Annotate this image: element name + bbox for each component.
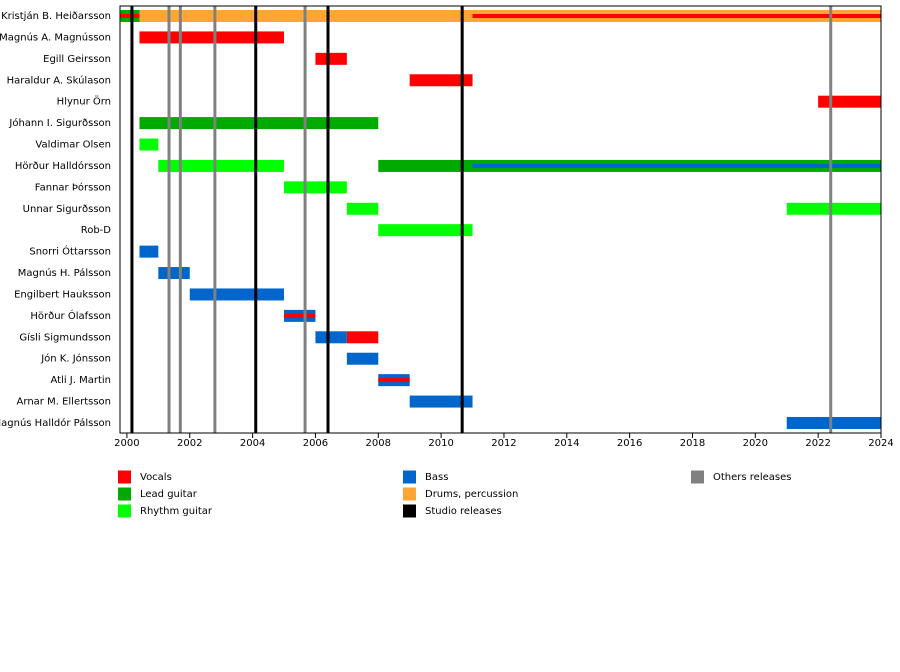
legend-label: Rhythm guitar bbox=[140, 506, 213, 517]
member-bar bbox=[346, 202, 379, 215]
member-label: Rob-D bbox=[81, 225, 112, 236]
member-stripe bbox=[472, 14, 881, 18]
member-bar bbox=[315, 331, 347, 344]
member-label: Hörður Ólafsson bbox=[30, 309, 111, 322]
member-bar bbox=[139, 245, 159, 258]
x-tick-label: 2000 bbox=[114, 438, 139, 449]
member-label: Jón K. Jónsson bbox=[40, 353, 111, 365]
x-tick-label: 2020 bbox=[743, 438, 768, 449]
member-stripe bbox=[472, 163, 881, 168]
member-label: Snorri Óttarsson bbox=[29, 245, 111, 258]
member-label: Magnús Halldór Pálsson bbox=[0, 417, 111, 429]
member-bar bbox=[139, 31, 285, 44]
member-bar bbox=[378, 224, 473, 237]
member-bar bbox=[158, 267, 190, 280]
legend-swatch bbox=[691, 470, 704, 484]
member-label: Magnús H. Pálsson bbox=[18, 267, 111, 279]
member-label: Fannar Þórsson bbox=[35, 181, 111, 193]
legend-swatch bbox=[403, 487, 416, 501]
x-tick-label: 2024 bbox=[868, 438, 893, 449]
x-tick-label: 2022 bbox=[805, 438, 830, 449]
x-tick-label: 2008 bbox=[366, 438, 391, 449]
member-label: Kristján B. Heiðarsson bbox=[1, 10, 111, 22]
member-bar bbox=[409, 74, 473, 87]
plot-frame bbox=[119, 5, 882, 434]
member-bar bbox=[786, 416, 881, 429]
x-tick-label: 2002 bbox=[177, 438, 202, 449]
member-label: Valdimar Olsen bbox=[35, 140, 111, 151]
legend-label: Others releases bbox=[713, 472, 791, 483]
member-label: Atli J. Martin bbox=[50, 375, 111, 386]
legend-swatch bbox=[118, 504, 131, 518]
member-bar bbox=[139, 117, 379, 130]
member-stripe bbox=[378, 378, 410, 383]
legend-label: Vocals bbox=[140, 472, 172, 483]
x-tick-label: 2006 bbox=[303, 438, 328, 449]
legend-swatch bbox=[403, 470, 416, 484]
member-label: Haraldur A. Skúlason bbox=[7, 74, 111, 86]
legend-label: Lead guitar bbox=[140, 489, 198, 500]
member-label: Engilbert Hauksson bbox=[14, 289, 111, 300]
legend-label: Studio releases bbox=[425, 506, 502, 517]
member-bar bbox=[346, 331, 379, 344]
member-label: Egill Geirsson bbox=[43, 54, 111, 65]
member-bar bbox=[818, 95, 881, 108]
member-bar bbox=[409, 395, 473, 408]
member-label: Jóhann I. Sigurðsson bbox=[8, 117, 111, 129]
x-tick-label: 2018 bbox=[680, 438, 705, 449]
member-bar bbox=[139, 138, 159, 151]
legend-label: Bass bbox=[425, 472, 448, 483]
member-label: Arnar M. Ellertsson bbox=[17, 397, 111, 408]
member-bar bbox=[284, 181, 347, 194]
member-label: Unnar Sigurðsson bbox=[23, 204, 111, 215]
legend-swatch bbox=[118, 470, 131, 484]
member-bar bbox=[189, 288, 285, 301]
x-tick-label: 2004 bbox=[240, 438, 265, 449]
member-bar bbox=[158, 159, 285, 172]
x-tick-label: 2014 bbox=[554, 438, 579, 449]
legend-label: Drums, percussion bbox=[425, 489, 518, 500]
legend-swatch bbox=[403, 504, 416, 518]
x-tick-label: 2016 bbox=[617, 438, 642, 449]
legend-swatch bbox=[118, 487, 131, 501]
member-label: Magnús A. Magnússon bbox=[0, 31, 111, 43]
member-stripe bbox=[284, 313, 316, 318]
member-bar bbox=[315, 52, 347, 65]
x-tick-label: 2012 bbox=[491, 438, 516, 449]
member-label: Gísli Sigmundsson bbox=[19, 331, 111, 343]
member-stripe bbox=[120, 14, 140, 18]
member-bar bbox=[786, 202, 881, 215]
x-tick-label: 2010 bbox=[428, 438, 453, 449]
member-label: Hlynur Örn bbox=[57, 95, 111, 108]
member-bar bbox=[346, 352, 379, 365]
member-label: Hörður Halldórsson bbox=[15, 160, 111, 172]
